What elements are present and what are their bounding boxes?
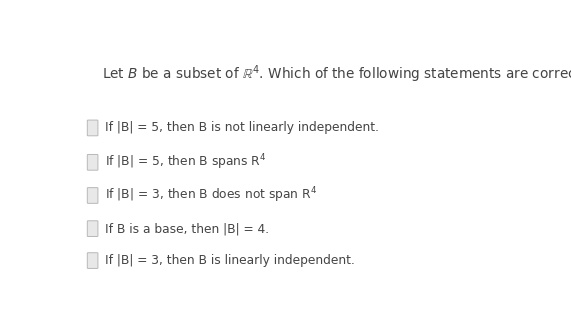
- Text: If |B| = 3, then B does not span R$^{4}$: If |B| = 3, then B does not span R$^{4}$: [104, 186, 317, 205]
- FancyBboxPatch shape: [87, 253, 98, 268]
- Text: If |B| = 3, then B is linearly independent.: If |B| = 3, then B is linearly independe…: [104, 254, 355, 267]
- Text: If |B| = 5, then B is not linearly independent.: If |B| = 5, then B is not linearly indep…: [104, 122, 379, 134]
- Text: If |B| = 5, then B spans R$^{4}$: If |B| = 5, then B spans R$^{4}$: [104, 152, 266, 172]
- FancyBboxPatch shape: [87, 120, 98, 136]
- Text: Let $\mathit{B}$ be a subset of $\mathbb{R}^4$. Which of the following statement: Let $\mathit{B}$ be a subset of $\mathbb…: [102, 63, 571, 85]
- FancyBboxPatch shape: [87, 154, 98, 170]
- FancyBboxPatch shape: [87, 188, 98, 203]
- Text: If B is a base, then |B| = 4.: If B is a base, then |B| = 4.: [104, 222, 269, 235]
- FancyBboxPatch shape: [87, 221, 98, 236]
